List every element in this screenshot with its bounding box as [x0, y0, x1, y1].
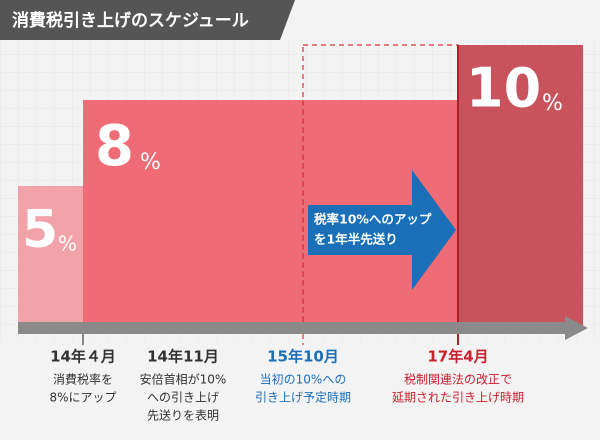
rate-block [458, 45, 583, 330]
rate-unit: % [140, 150, 161, 175]
rate-block [18, 186, 83, 330]
rate-number: 10 [466, 57, 541, 120]
title: 消費税引き上げのスケジュール [12, 10, 249, 31]
milestone-date: 14年４月 [50, 348, 116, 366]
postpone-arrow [308, 170, 456, 290]
milestone-date: 14年11月 [147, 348, 219, 366]
milestone-description: 引き上げ予定時期 [255, 390, 351, 405]
milestone-description: 先送りを表明 [147, 408, 219, 423]
milestone-description: への引き上げ [147, 391, 219, 405]
arrow-note: を1年半先送り [314, 232, 398, 247]
rate-unit: % [542, 91, 563, 116]
milestone-description: 消費税率を [53, 372, 113, 387]
title-banner [0, 0, 295, 40]
rate-number: 5 [22, 200, 58, 260]
milestone-date: 17年4月 [427, 348, 488, 366]
rate-number: 8 [95, 114, 134, 179]
milestone-description: 当初の10%への [260, 373, 347, 387]
milestone-description: 税制関連法の改正で [404, 373, 512, 387]
milestone-description: 8%にアップ [49, 391, 116, 405]
milestone-description: 安倍首相が10% [140, 372, 227, 387]
arrow-note: 税率10%へのアップ [314, 212, 432, 227]
time-axis [18, 316, 588, 340]
milestone-date: 15年10月 [267, 348, 339, 366]
milestone-description: 延期された引き上げ時期 [392, 391, 524, 405]
rate-unit: % [58, 232, 77, 256]
